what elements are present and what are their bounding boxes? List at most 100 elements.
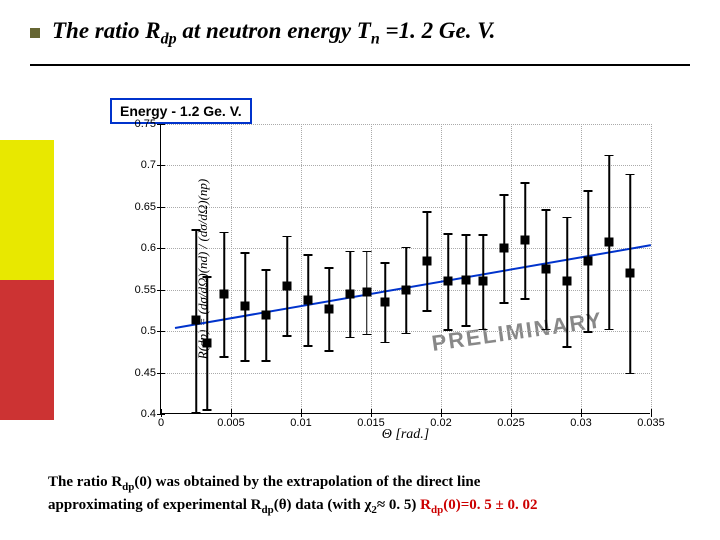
cap-l2b: (θ) data (with χ bbox=[274, 497, 372, 513]
grid-line-v bbox=[371, 124, 372, 413]
grid-line-h bbox=[161, 373, 650, 374]
cap-l2sub: dp bbox=[261, 504, 273, 516]
error-cap bbox=[584, 331, 593, 333]
title-mid: at neutron energy T bbox=[177, 18, 371, 43]
error-cap bbox=[381, 342, 390, 344]
error-cap bbox=[542, 329, 551, 331]
data-point bbox=[304, 295, 313, 304]
error-cap bbox=[479, 234, 488, 236]
bullet-icon bbox=[30, 28, 40, 38]
error-cap bbox=[283, 236, 292, 238]
error-cap bbox=[626, 174, 635, 176]
error-cap bbox=[521, 182, 530, 184]
cap-l2a: approximating of experimental R bbox=[48, 497, 261, 513]
grid-line-h bbox=[161, 207, 650, 208]
y-tick-mark bbox=[157, 248, 165, 249]
error-cap bbox=[220, 232, 229, 234]
error-cap bbox=[444, 233, 453, 235]
y-tick-label: 0.7 bbox=[121, 159, 156, 171]
data-point bbox=[220, 289, 229, 298]
error-cap bbox=[283, 335, 292, 337]
data-point bbox=[362, 288, 371, 297]
error-cap bbox=[262, 360, 271, 362]
error-cap bbox=[402, 247, 411, 249]
error-cap bbox=[542, 209, 551, 211]
cap-l2c: ≈ 0. 5) bbox=[377, 497, 420, 513]
x-tick-label: 0.035 bbox=[637, 417, 665, 429]
error-cap bbox=[304, 254, 313, 256]
error-cap bbox=[423, 310, 432, 312]
data-point bbox=[241, 302, 250, 311]
error-cap bbox=[346, 251, 355, 253]
x-tick-mark bbox=[231, 409, 232, 417]
cap-red-a: R bbox=[420, 497, 431, 513]
error-cap bbox=[362, 251, 371, 253]
y-tick-mark bbox=[157, 165, 165, 166]
error-cap bbox=[362, 334, 371, 336]
data-point bbox=[346, 289, 355, 298]
error-cap bbox=[346, 337, 355, 339]
grid-line-h bbox=[161, 165, 650, 166]
x-tick-label: 0.03 bbox=[570, 417, 591, 429]
y-tick-mark bbox=[157, 124, 165, 125]
y-tick-mark bbox=[157, 331, 165, 332]
y-tick-mark bbox=[157, 290, 165, 291]
error-cap bbox=[325, 350, 334, 352]
grid-line-v bbox=[301, 124, 302, 413]
y-tick-label: 0.65 bbox=[121, 201, 156, 213]
error-cap bbox=[304, 345, 313, 347]
side-accent bbox=[0, 140, 54, 420]
data-point bbox=[203, 338, 212, 347]
x-tick-mark bbox=[301, 409, 302, 417]
error-cap bbox=[500, 194, 509, 196]
title-text: The ratio R bbox=[52, 18, 161, 43]
error-cap bbox=[521, 298, 530, 300]
error-cap bbox=[220, 356, 229, 358]
cap-l1sub: dp bbox=[122, 481, 134, 493]
plot-area: R(dp) = (dσ/dΩ)(nd) / (dσ/dΩ)(np) Θ [rad… bbox=[160, 124, 650, 414]
x-tick-label: 0.02 bbox=[430, 417, 451, 429]
grid-line-v bbox=[581, 124, 582, 413]
error-cap bbox=[479, 329, 488, 331]
grid-line-h bbox=[161, 124, 650, 125]
error-cap bbox=[500, 302, 509, 304]
x-tick-label: 0.005 bbox=[217, 417, 245, 429]
error-cap bbox=[203, 276, 212, 278]
data-point bbox=[500, 244, 509, 253]
data-point bbox=[402, 285, 411, 294]
error-cap bbox=[462, 325, 471, 327]
error-cap bbox=[203, 409, 212, 411]
error-cap bbox=[192, 229, 201, 231]
title-sub2: n bbox=[371, 31, 380, 48]
error-cap bbox=[605, 155, 614, 157]
error-cap bbox=[462, 234, 471, 236]
data-point bbox=[192, 316, 201, 325]
error-cap bbox=[192, 412, 201, 414]
y-tick-label: 0.4 bbox=[121, 408, 156, 420]
data-point bbox=[542, 265, 551, 274]
y-tick-label: 0.45 bbox=[121, 367, 156, 379]
grid-line-v bbox=[441, 124, 442, 413]
error-cap bbox=[381, 262, 390, 264]
title-sub1: dp bbox=[161, 31, 177, 48]
error-cap bbox=[605, 329, 614, 331]
y-tick-label: 0.6 bbox=[121, 242, 156, 254]
y-tick-label: 0.5 bbox=[121, 325, 156, 337]
data-point bbox=[283, 281, 292, 290]
x-tick-mark bbox=[511, 409, 512, 417]
yellow-block bbox=[0, 140, 54, 280]
cap-l1b: (0) was obtained by the extrapolation of… bbox=[134, 474, 480, 490]
data-point bbox=[444, 277, 453, 286]
data-point bbox=[521, 236, 530, 245]
error-cap bbox=[241, 360, 250, 362]
data-point bbox=[584, 256, 593, 265]
error-cap bbox=[262, 269, 271, 271]
x-tick-mark bbox=[581, 409, 582, 417]
data-point bbox=[479, 277, 488, 286]
chart-container: Energy - 1.2 Ge. V. R(dp) = (dσ/dΩ)(nd) … bbox=[100, 90, 670, 450]
data-point bbox=[381, 298, 390, 307]
error-cap bbox=[584, 190, 593, 192]
title-bar: The ratio Rdp at neutron energy Tn =1. 2… bbox=[0, 0, 720, 54]
error-cap bbox=[626, 373, 635, 375]
title-post: =1. 2 Ge. V. bbox=[380, 18, 496, 43]
